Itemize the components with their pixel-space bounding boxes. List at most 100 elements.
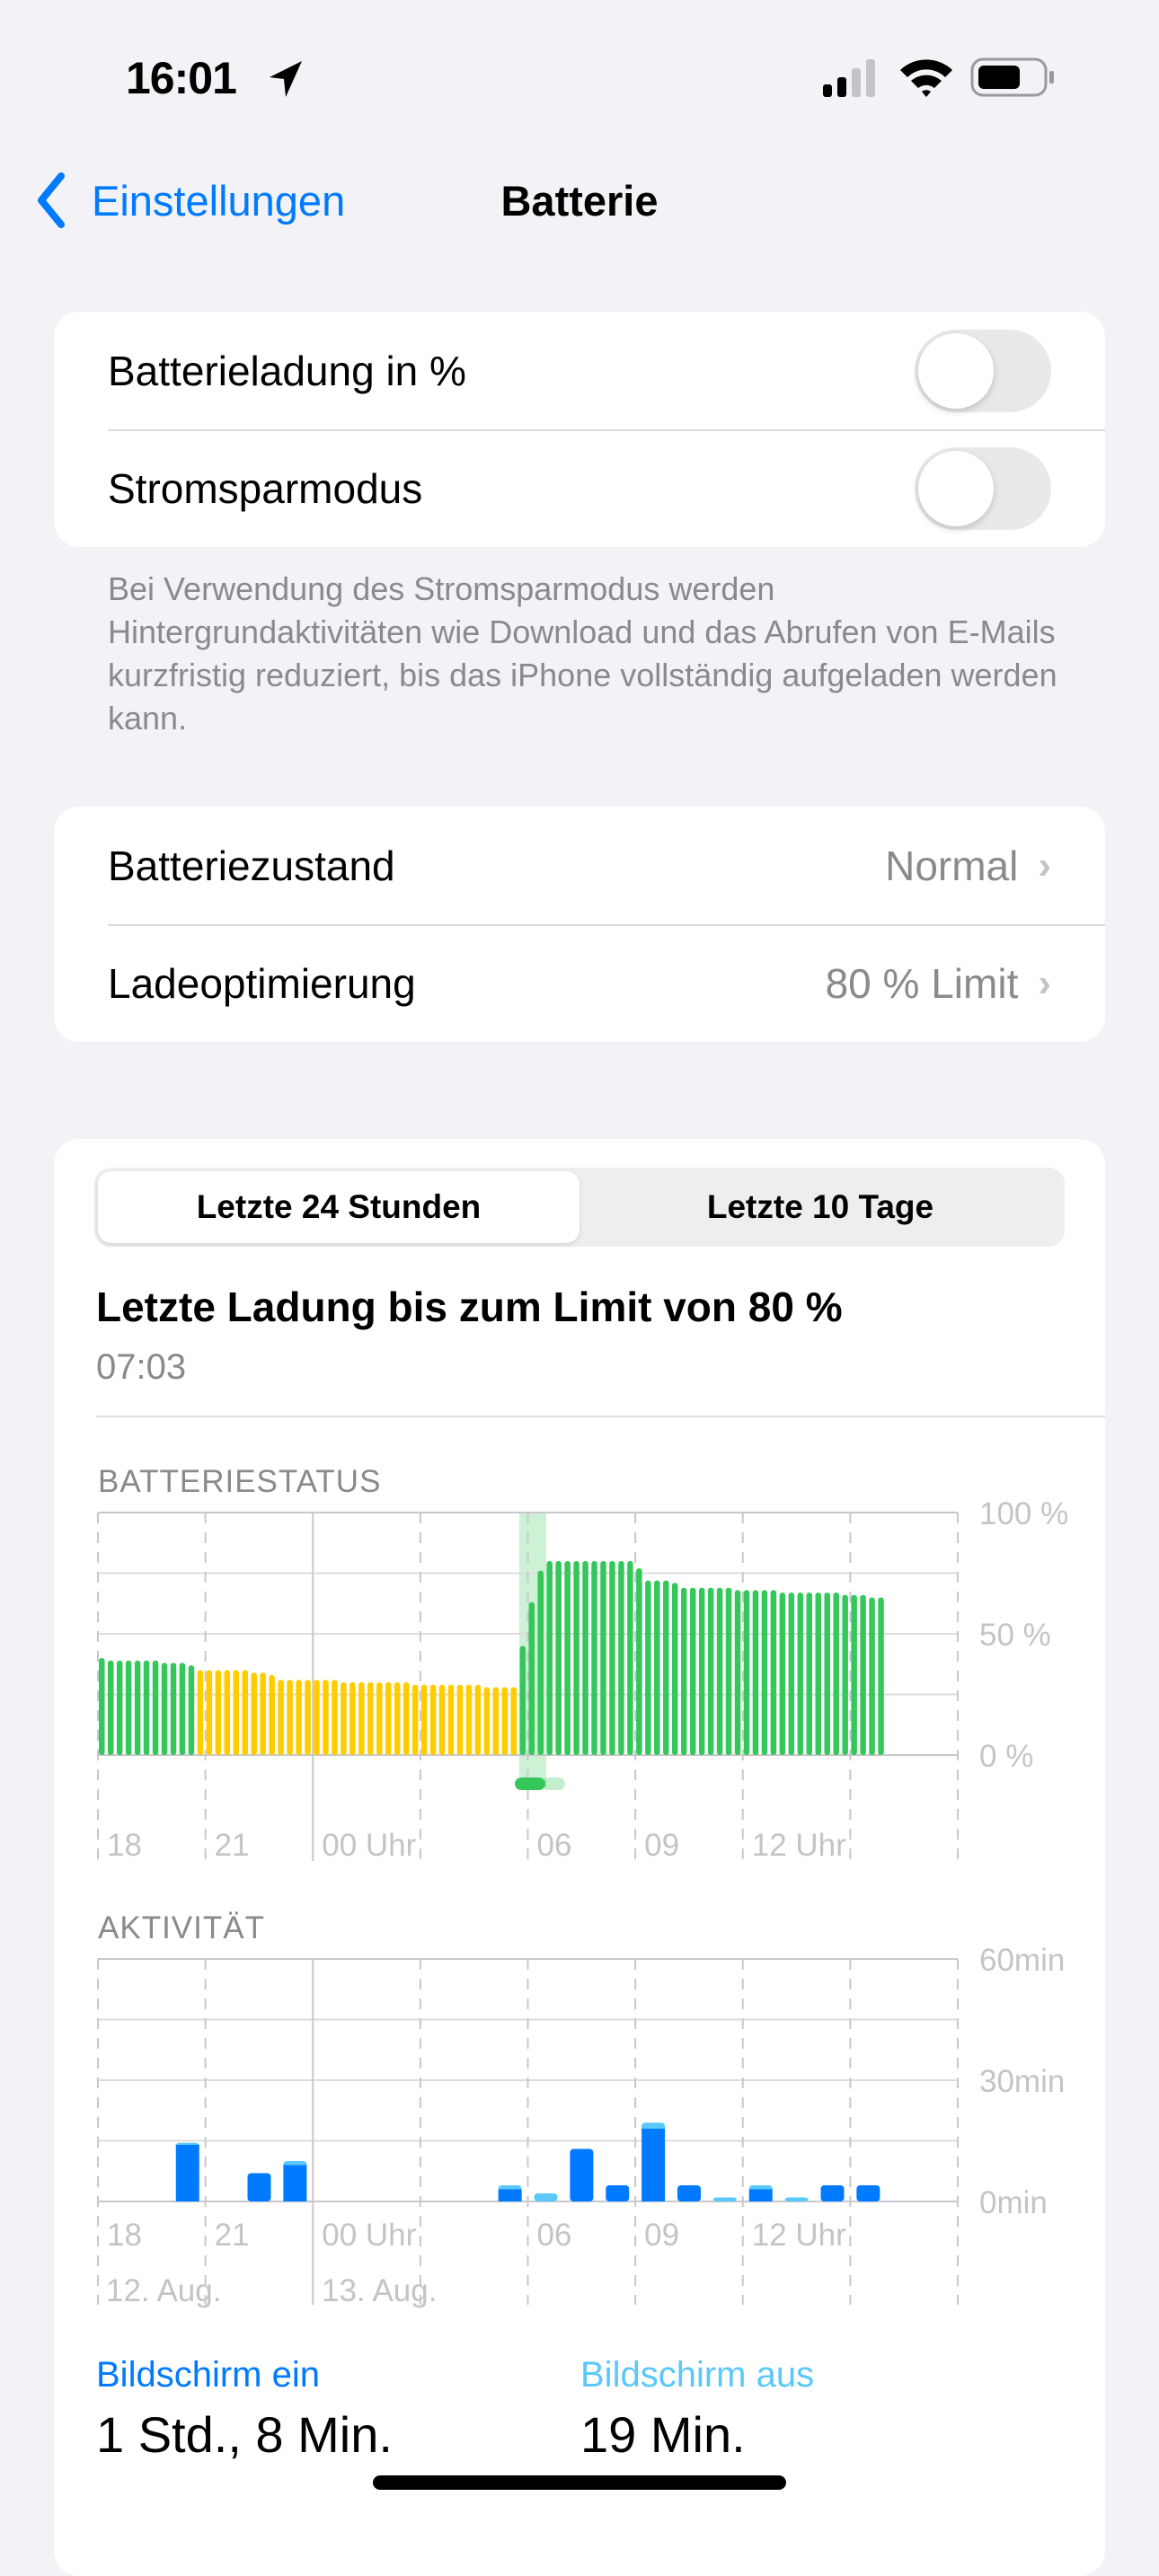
- last-charge-time: 07:03: [96, 1347, 187, 1387]
- battery-bar: [591, 1561, 597, 1755]
- battery-bar: [582, 1561, 588, 1755]
- battery-bar: [815, 1592, 821, 1755]
- battery-bar: [528, 1601, 535, 1755]
- battery-bar: [394, 1682, 401, 1755]
- screen-on-bar: [820, 2185, 845, 2201]
- x-tick-label: 18: [107, 2218, 142, 2253]
- chevron-left-icon: [38, 172, 65, 228]
- y-tick-label: 0min: [979, 2185, 1048, 2220]
- battery-bar: [305, 1680, 311, 1755]
- wifi-icon: [900, 59, 952, 97]
- battery-bar: [672, 1583, 678, 1755]
- screen-on-bar: [247, 2173, 271, 2201]
- y-tick-label: 0 %: [979, 1739, 1033, 1774]
- battery-bar: [869, 1597, 875, 1755]
- battery-bar: [663, 1580, 669, 1755]
- battery-health-label: Batteriezustand: [108, 842, 395, 889]
- battery-bar: [456, 1684, 464, 1755]
- x-tick-label: 00 Uhr: [322, 2218, 416, 2253]
- battery-bar: [170, 1663, 177, 1755]
- date-label: 12. Aug.: [106, 2273, 221, 2308]
- battery-bar: [349, 1682, 356, 1755]
- battery-bar: [99, 1658, 105, 1755]
- screen-on-bar: [606, 2185, 630, 2201]
- battery-bar: [188, 1665, 195, 1755]
- battery-health-value: Normal: [885, 842, 1019, 889]
- toggle-group: Batterieladung in % Stromsparmodus: [54, 312, 1105, 547]
- battery-bar: [725, 1587, 732, 1755]
- battery-bar: [332, 1680, 338, 1755]
- battery-bar: [618, 1561, 624, 1755]
- battery-bar: [824, 1592, 830, 1755]
- low-power-mode-toggle[interactable]: [915, 446, 1051, 530]
- battery-bar: [698, 1587, 705, 1755]
- battery-bar: [403, 1682, 410, 1755]
- battery-icon: [970, 57, 1054, 97]
- screen-on-bar: [748, 2189, 773, 2201]
- battery-bar: [107, 1660, 114, 1755]
- battery-bar: [680, 1587, 687, 1755]
- battery-bar: [860, 1594, 866, 1755]
- screen-on-label: Bildschirm ein: [96, 2355, 320, 2395]
- battery-bar: [627, 1561, 633, 1755]
- back-button[interactable]: Einstellungen: [32, 172, 345, 228]
- battery-bar: [152, 1660, 159, 1755]
- back-label: Einstellungen: [92, 176, 346, 225]
- battery-bar: [197, 1670, 204, 1755]
- y-tick-label: 60min: [979, 1943, 1065, 1978]
- battery-bar: [143, 1660, 150, 1755]
- battery-bar: [716, 1587, 723, 1755]
- divider: [96, 1416, 1105, 1417]
- battery-bar: [707, 1587, 714, 1755]
- battery-bar: [564, 1561, 571, 1755]
- charging-indicator-partial: [542, 1778, 565, 1790]
- x-tick-label: 12 Uhr: [752, 1828, 846, 1863]
- battery-bar: [296, 1680, 302, 1755]
- battery-bar: [341, 1682, 347, 1755]
- date-label: 13. Aug.: [322, 2273, 437, 2308]
- battery-bar: [233, 1670, 240, 1755]
- battery-bar: [537, 1570, 544, 1755]
- screen-on-value: 1 Std., 8 Min.: [96, 2406, 393, 2463]
- y-tick-label: 100 %: [979, 1496, 1068, 1531]
- battery-bar: [752, 1590, 759, 1755]
- battery-bar: [609, 1561, 615, 1755]
- activity-heading: AKTIVITÄT: [98, 1910, 265, 1945]
- battery-bar: [501, 1687, 509, 1755]
- battery-bar: [797, 1592, 804, 1755]
- battery-links-group: Batteriezustand Normal › Ladeoptimierung…: [54, 807, 1105, 1042]
- battery-bar: [287, 1680, 293, 1755]
- battery-bar: [179, 1663, 186, 1755]
- screen-on-bar: [498, 2189, 522, 2201]
- battery-bar: [323, 1680, 329, 1755]
- screen-off-bar: [784, 2197, 809, 2201]
- charts: 100 % 50 % 0 % 60min 30min 0min 18 21 00 U…: [97, 1496, 1068, 2308]
- battery-bar: [134, 1660, 141, 1755]
- battery-bar: [761, 1590, 768, 1755]
- battery-percentage-toggle[interactable]: [915, 329, 1051, 412]
- battery-bar: [600, 1561, 606, 1755]
- home-indicator[interactable]: [373, 2475, 786, 2490]
- y-tick-label: 50 %: [979, 1618, 1051, 1653]
- battery-bar: [645, 1580, 651, 1755]
- battery-bar: [161, 1663, 168, 1755]
- tab-last-10-days[interactable]: Letzte 10 Tage: [706, 1188, 934, 1225]
- battery-bar: [806, 1592, 813, 1755]
- battery-bar: [483, 1687, 491, 1755]
- screen-on-bar: [283, 2165, 307, 2201]
- battery-bar: [689, 1587, 696, 1755]
- battery-health-row[interactable]: Batteriezustand Normal ›: [54, 807, 1105, 924]
- x-tick-label: 09: [644, 1828, 679, 1863]
- page-title: Batterie: [500, 177, 659, 225]
- screen-on-bar: [570, 2148, 594, 2201]
- battery-bar: [429, 1684, 437, 1755]
- x-tick-label: 06: [537, 1828, 572, 1863]
- battery-bar: [770, 1590, 777, 1755]
- cellular-signal-icon: [823, 59, 875, 97]
- y-tick-label: 30min: [979, 2064, 1065, 2099]
- battery-bar: [215, 1670, 222, 1755]
- charging-indicator: [515, 1778, 545, 1790]
- battery-bar: [492, 1687, 500, 1755]
- tab-last-24-hours[interactable]: Letzte 24 Stunden: [98, 1171, 580, 1243]
- charging-optimization-row[interactable]: Ladeoptimierung 80 % Limit ›: [54, 924, 1105, 1042]
